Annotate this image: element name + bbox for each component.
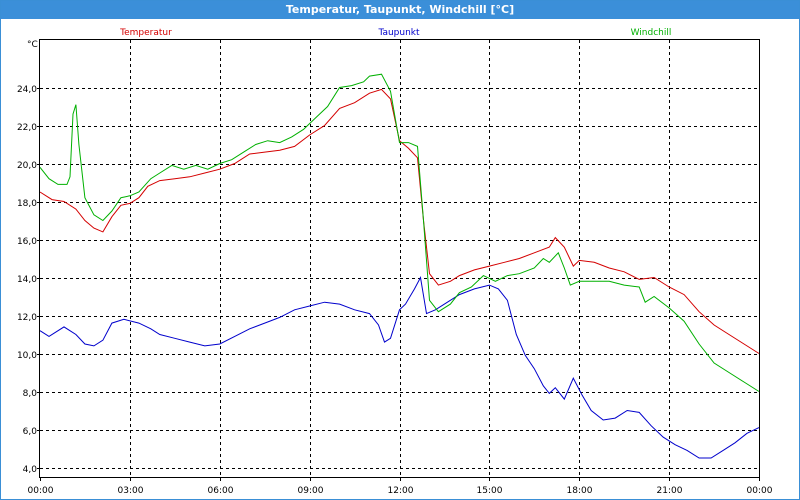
window-title: Temperatur, Taupunkt, Windchill [°C] <box>1 1 799 19</box>
series-line-taupunkt <box>39 275 760 459</box>
x-tick-time-label: 00:00 <box>747 486 773 496</box>
x-tick-time-label: 00:00 <box>28 486 54 496</box>
y-tick-label: 20,0 <box>17 161 37 171</box>
axis-labels: 4,0 6,0 8,0 10,0 12,0 14,0 16,0 18,0 20,0 22,0 24,… <box>17 40 773 496</box>
series-line-temperatur <box>39 88 760 354</box>
y-tick-label: 4,0 <box>23 465 38 475</box>
y-tick-label: 22,0 <box>17 123 37 133</box>
y-tick-label: 12,0 <box>17 313 37 323</box>
x-tick-time-label: 18:00 <box>567 486 593 496</box>
grid-lines <box>40 40 759 477</box>
plot-frame <box>39 39 760 478</box>
series-line-windchill <box>39 73 760 392</box>
x-tick-time-label: 03:00 <box>118 486 144 496</box>
legend: Temperatur Taupunkt Windchill <box>119 28 671 38</box>
x-tick-time-label: 12:00 <box>388 486 414 496</box>
x-tick-time-label: 06:00 <box>208 486 234 496</box>
legend-label-windchill: Windchill <box>631 28 672 38</box>
y-tick-label: 24,0 <box>17 85 37 95</box>
legend-label-temperatur: Temperatur <box>119 28 172 38</box>
x-tick-time-label: 09:00 <box>298 486 324 496</box>
line-chart: 4,0 6,0 8,0 10,0 12,0 14,0 16,0 18,0 20,0 22,0 24,… <box>17 28 773 496</box>
y-tick-label: 18,0 <box>17 199 37 209</box>
legend-label-taupunkt: Taupunkt <box>377 28 420 38</box>
y-unit-label: °C <box>27 40 38 50</box>
y-tick-label: 8,0 <box>23 389 38 399</box>
series-lines <box>39 73 760 459</box>
y-tick-label: 10,0 <box>17 351 37 361</box>
x-tick-time-label: 21:00 <box>657 486 683 496</box>
x-tick-time-label: 15:00 <box>477 486 503 496</box>
y-tick-label: 14,0 <box>17 275 37 285</box>
y-tick-label: 6,0 <box>23 427 38 437</box>
y-tick-label: 16,0 <box>17 237 37 247</box>
